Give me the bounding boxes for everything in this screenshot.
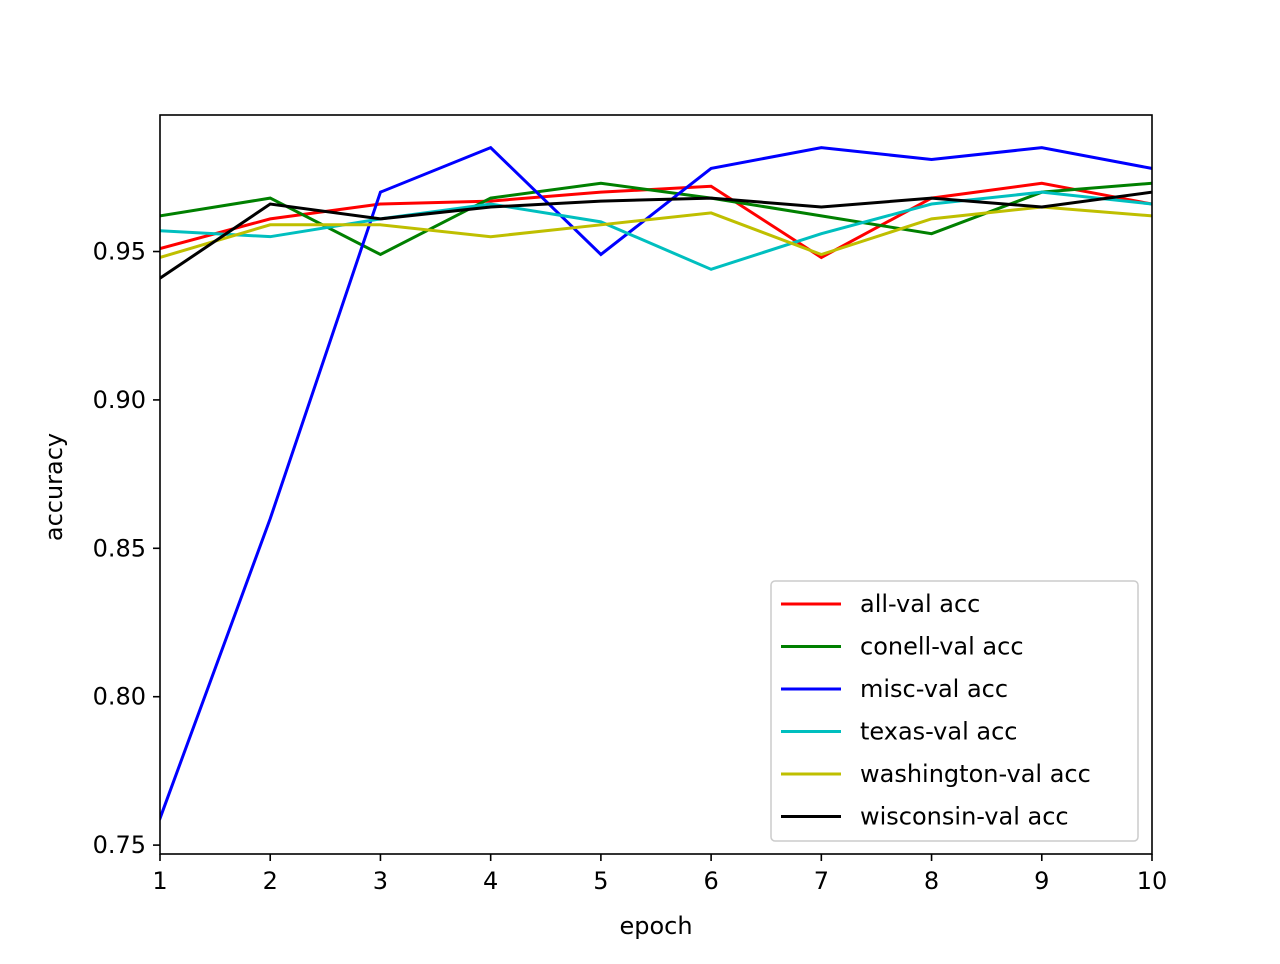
x-axis: 1 2 3 4 5 6 7 8 9 10 — [152, 854, 1167, 895]
legend-label: wisconsin-val acc — [860, 803, 1069, 831]
series-line-4 — [160, 190, 1152, 271]
legend-label: misc-val acc — [860, 675, 1008, 703]
series-line-5 — [160, 205, 1152, 260]
legend: all-val acc conell-val acc misc-val acc tex… — [770, 580, 1139, 842]
x-tick-label: 8 — [924, 867, 939, 895]
y-tick-label: 0.95 — [93, 238, 146, 266]
y-axis-label: accuracy — [40, 433, 68, 541]
y-axis: 0.75 0.80 0.85 0.90 0.95 — [93, 238, 160, 859]
x-tick-label: 3 — [373, 867, 388, 895]
x-tick-label: 7 — [814, 867, 829, 895]
y-tick-label: 0.85 — [93, 534, 146, 562]
series-line-6 — [160, 190, 1152, 281]
x-tick-label: 6 — [703, 867, 718, 895]
x-tick-label: 4 — [483, 867, 498, 895]
y-tick-label: 0.90 — [93, 386, 146, 414]
x-axis-label: epoch — [619, 912, 692, 940]
x-tick-label: 10 — [1137, 867, 1168, 895]
x-tick-label: 9 — [1034, 867, 1049, 895]
x-tick-label: 2 — [263, 867, 278, 895]
series-line-3 — [160, 145, 1152, 821]
x-tick-label: 5 — [593, 867, 608, 895]
y-tick-label: 0.75 — [93, 831, 146, 859]
legend-label: conell-val acc — [860, 633, 1024, 661]
legend-label: all-val acc — [860, 590, 980, 618]
y-tick-label: 0.80 — [93, 683, 146, 711]
legend-label: texas-val acc — [860, 718, 1018, 746]
legend-label: washington-val acc — [860, 760, 1091, 788]
series-layer — [160, 145, 1152, 821]
plot-frame — [159, 114, 1153, 855]
series-lines — [160, 145, 1152, 821]
x-tick-label: 1 — [152, 867, 167, 895]
legend-box — [770, 580, 1139, 842]
